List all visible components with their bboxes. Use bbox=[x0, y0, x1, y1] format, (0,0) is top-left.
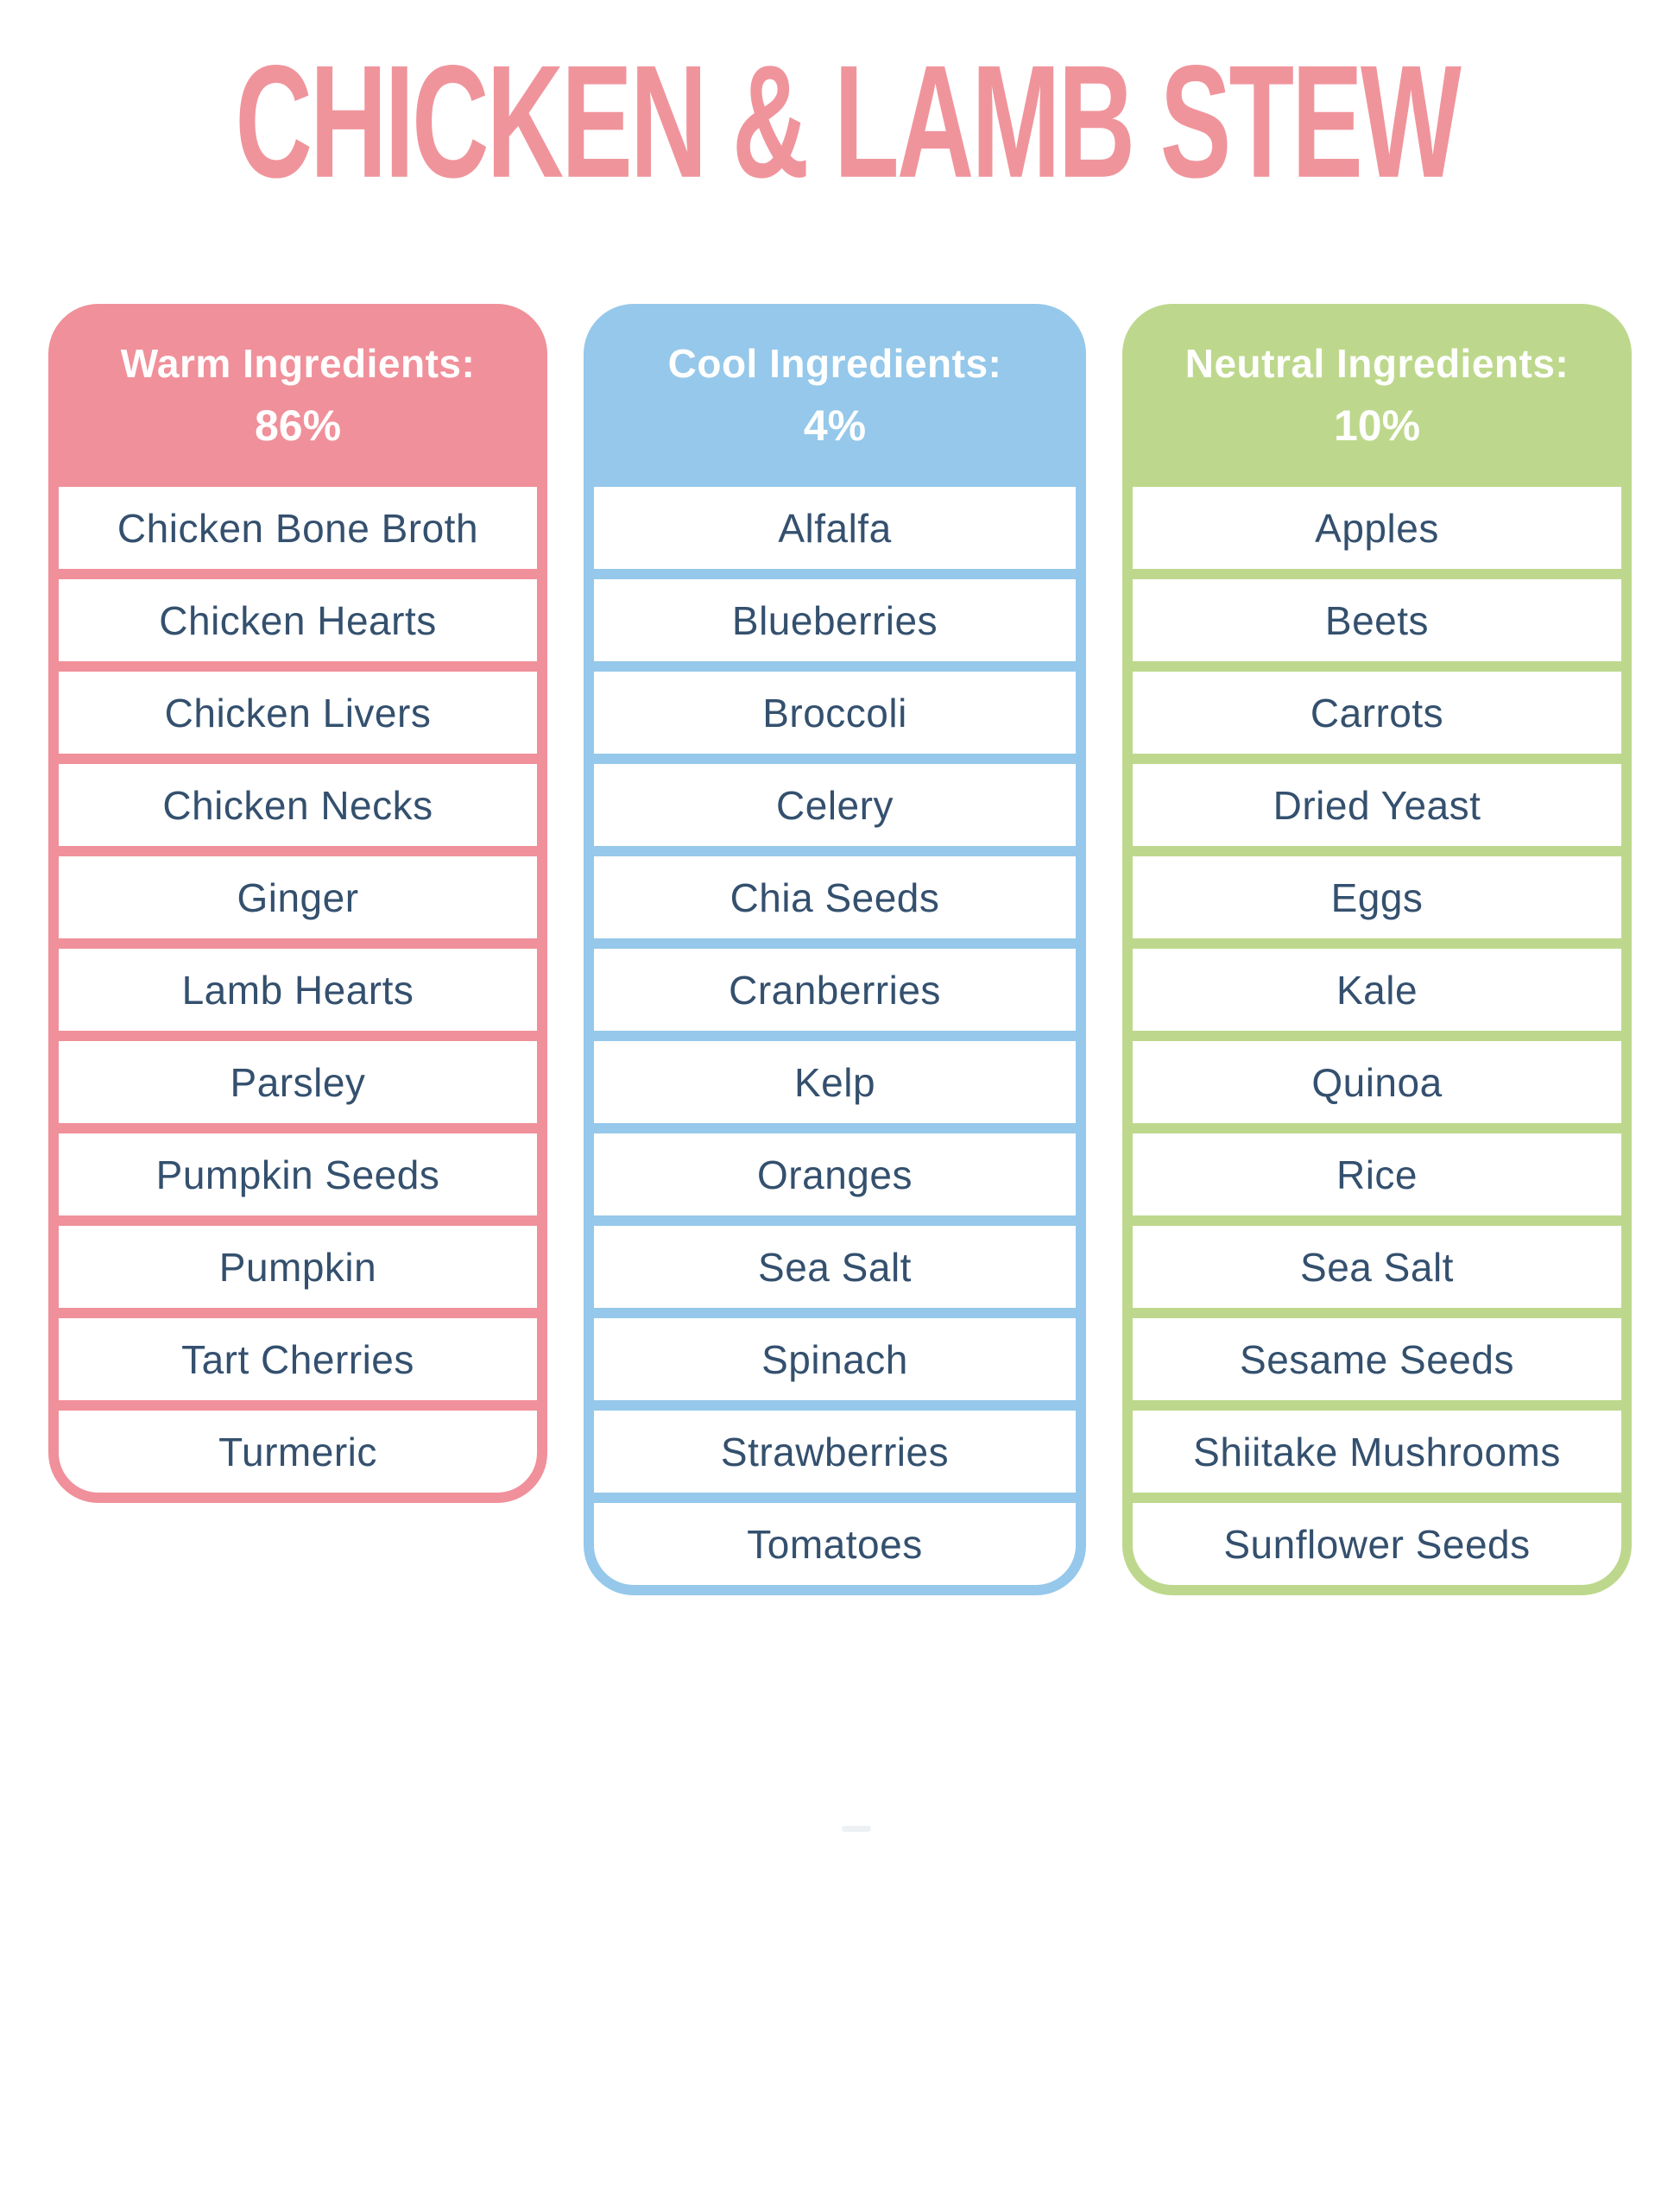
ingredient-list: Alfalfa Blueberries Broccoli Celery Chia See… bbox=[594, 487, 1076, 1586]
ingredient-row: Kale bbox=[1133, 949, 1621, 1032]
ingredient-row: Sesame Seeds bbox=[1133, 1318, 1621, 1401]
ingredient-row: Chicken Hearts bbox=[59, 579, 537, 662]
ingredient-row: Rice bbox=[1133, 1133, 1621, 1216]
ingredient-row: Tart Cherries bbox=[59, 1318, 537, 1401]
ingredient-row: Spinach bbox=[594, 1318, 1076, 1401]
ingredient-row: Parsley bbox=[59, 1041, 537, 1124]
ingredient-row: Lamb Hearts bbox=[59, 949, 537, 1032]
ingredient-row: Eggs bbox=[1133, 856, 1621, 939]
ingredient-row: Shiitake Mushrooms bbox=[1133, 1411, 1621, 1493]
card-header-warm: Warm Ingredients: 86% bbox=[59, 304, 537, 487]
ingredient-row: Cranberries bbox=[594, 949, 1076, 1032]
ingredient-row: Dried Yeast bbox=[1133, 764, 1621, 847]
card-cool-ingredients: Cool Ingredients: 4% Alfalfa Blueberries Bro… bbox=[584, 304, 1086, 1596]
ingredient-row: Broccoli bbox=[594, 672, 1076, 754]
ingredient-row: Strawberries bbox=[594, 1411, 1076, 1493]
card-neutral-ingredients: Neutral Ingredients: 10% Apples Beets Carrot… bbox=[1122, 304, 1632, 1596]
ingredient-row: Sea Salt bbox=[594, 1226, 1076, 1309]
ingredient-row: Blueberries bbox=[594, 579, 1076, 662]
ingredient-row: Beets bbox=[1133, 579, 1621, 662]
ingredient-row: Oranges bbox=[594, 1133, 1076, 1216]
ingredient-columns: Warm Ingredients: 86% Chicken Bone Broth Ch… bbox=[0, 304, 1680, 1596]
ingredient-row: Celery bbox=[594, 764, 1076, 847]
card-title: Cool Ingredients: bbox=[667, 341, 1002, 387]
ingredient-row: Chicken Livers bbox=[59, 672, 537, 754]
ingredient-row: Sea Salt bbox=[1133, 1226, 1621, 1309]
card-percent: 10% bbox=[1333, 401, 1421, 451]
card-percent: 4% bbox=[803, 401, 867, 451]
card-header-neutral: Neutral Ingredients: 10% bbox=[1133, 304, 1621, 487]
card-title: Warm Ingredients: bbox=[120, 341, 476, 387]
ingredient-row: Quinoa bbox=[1133, 1041, 1621, 1124]
card-title: Neutral Ingredients: bbox=[1184, 341, 1569, 387]
ingredient-row: Kelp bbox=[594, 1041, 1076, 1124]
ingredient-list: Apples Beets Carrots Dried Yeast Eggs Kale Qui… bbox=[1133, 487, 1621, 1586]
ingredient-row: Carrots bbox=[1133, 672, 1621, 754]
ingredient-row: Tomatoes bbox=[594, 1503, 1076, 1586]
ingredient-row: Ginger bbox=[59, 856, 537, 939]
ingredient-row: Chia Seeds bbox=[594, 856, 1076, 939]
card-percent: 86% bbox=[254, 401, 342, 451]
ingredient-row: Sunflower Seeds bbox=[1133, 1503, 1621, 1586]
ingredient-row: Pumpkin bbox=[59, 1226, 537, 1309]
ingredient-row: Turmeric bbox=[59, 1411, 537, 1493]
ingredient-row: Pumpkin Seeds bbox=[59, 1133, 537, 1216]
card-warm-ingredients: Warm Ingredients: 86% Chicken Bone Broth Ch… bbox=[48, 304, 547, 1504]
card-header-cool: Cool Ingredients: 4% bbox=[594, 304, 1076, 487]
page-title: CHICKEN & LAMB STEW bbox=[235, 32, 1461, 211]
ingredient-row: Alfalfa bbox=[594, 487, 1076, 570]
ingredient-row: Chicken Bone Broth bbox=[59, 487, 537, 570]
stray-mark bbox=[842, 1826, 871, 1832]
ingredient-list: Chicken Bone Broth Chicken Hearts Chicken … bbox=[59, 487, 537, 1493]
ingredient-row: Chicken Necks bbox=[59, 764, 537, 847]
ingredient-row: Apples bbox=[1133, 487, 1621, 570]
